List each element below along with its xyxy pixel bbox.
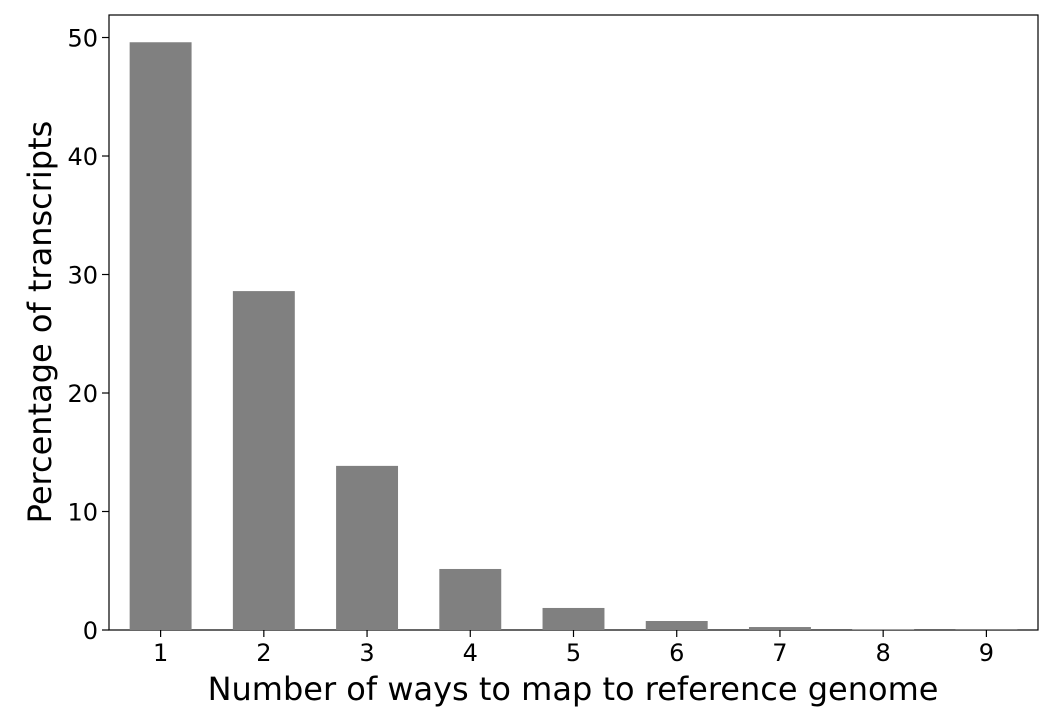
y-tick-label: 50 bbox=[67, 25, 98, 53]
x-tick-label: 2 bbox=[256, 639, 271, 667]
bar bbox=[336, 465, 399, 630]
x-tick-label: 1 bbox=[153, 639, 168, 667]
x-tick-label: 5 bbox=[566, 639, 581, 667]
x-tick-label: 8 bbox=[876, 639, 891, 667]
bar bbox=[852, 629, 915, 630]
y-tick-label: 0 bbox=[83, 617, 98, 645]
x-tick-label: 6 bbox=[669, 639, 684, 667]
y-tick-label: 20 bbox=[67, 380, 98, 408]
x-tick-label: 4 bbox=[463, 639, 478, 667]
bar bbox=[645, 620, 708, 630]
bar bbox=[129, 42, 192, 630]
bar bbox=[748, 627, 811, 630]
x-tick-label: 9 bbox=[979, 639, 994, 667]
bar bbox=[232, 291, 295, 630]
bar bbox=[439, 568, 502, 630]
y-axis-label: Percentage of transcripts bbox=[21, 121, 59, 524]
y-tick-label: 40 bbox=[67, 143, 98, 171]
y-tick-label: 30 bbox=[67, 262, 98, 290]
bar bbox=[542, 607, 605, 630]
y-tick-label: 10 bbox=[67, 499, 98, 527]
x-tick-label: 7 bbox=[772, 639, 787, 667]
x-tick-label: 3 bbox=[359, 639, 374, 667]
x-axis-label: Number of ways to map to reference genom… bbox=[208, 670, 939, 708]
